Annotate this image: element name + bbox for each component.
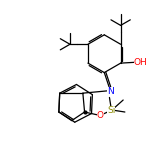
Text: OH: OH xyxy=(134,58,148,67)
Text: O: O xyxy=(97,111,104,120)
Text: N: N xyxy=(107,87,114,97)
Text: Si: Si xyxy=(107,106,115,115)
